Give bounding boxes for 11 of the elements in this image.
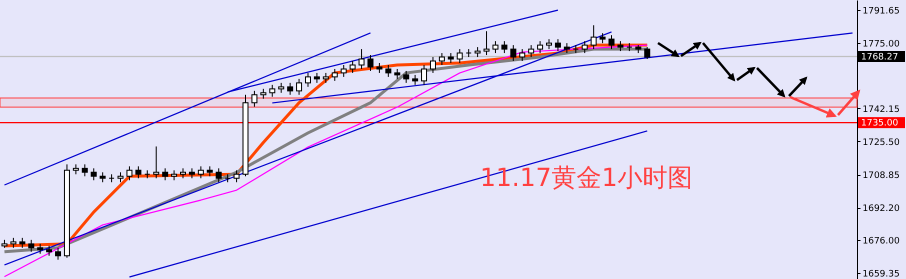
ref-line-label: 1735.00 <box>861 118 898 129</box>
y-tick-label: 1791.65 <box>862 6 900 17</box>
y-tick-label: 1775.00 <box>862 40 900 50</box>
y-tick-label: 1725.50 <box>862 138 900 148</box>
ref-line-label: 1768.27 <box>861 52 898 62</box>
y-tick-label: 1676.00 <box>862 236 900 246</box>
y-tick-label: 1742.15 <box>862 104 900 115</box>
annotation: 11.17黄金1小时图 <box>480 163 692 192</box>
y-tick-label: 1659.35 <box>862 269 900 279</box>
y-tick-label: 1692.20 <box>862 204 900 214</box>
y-tick-label: 1708.85 <box>862 171 900 182</box>
